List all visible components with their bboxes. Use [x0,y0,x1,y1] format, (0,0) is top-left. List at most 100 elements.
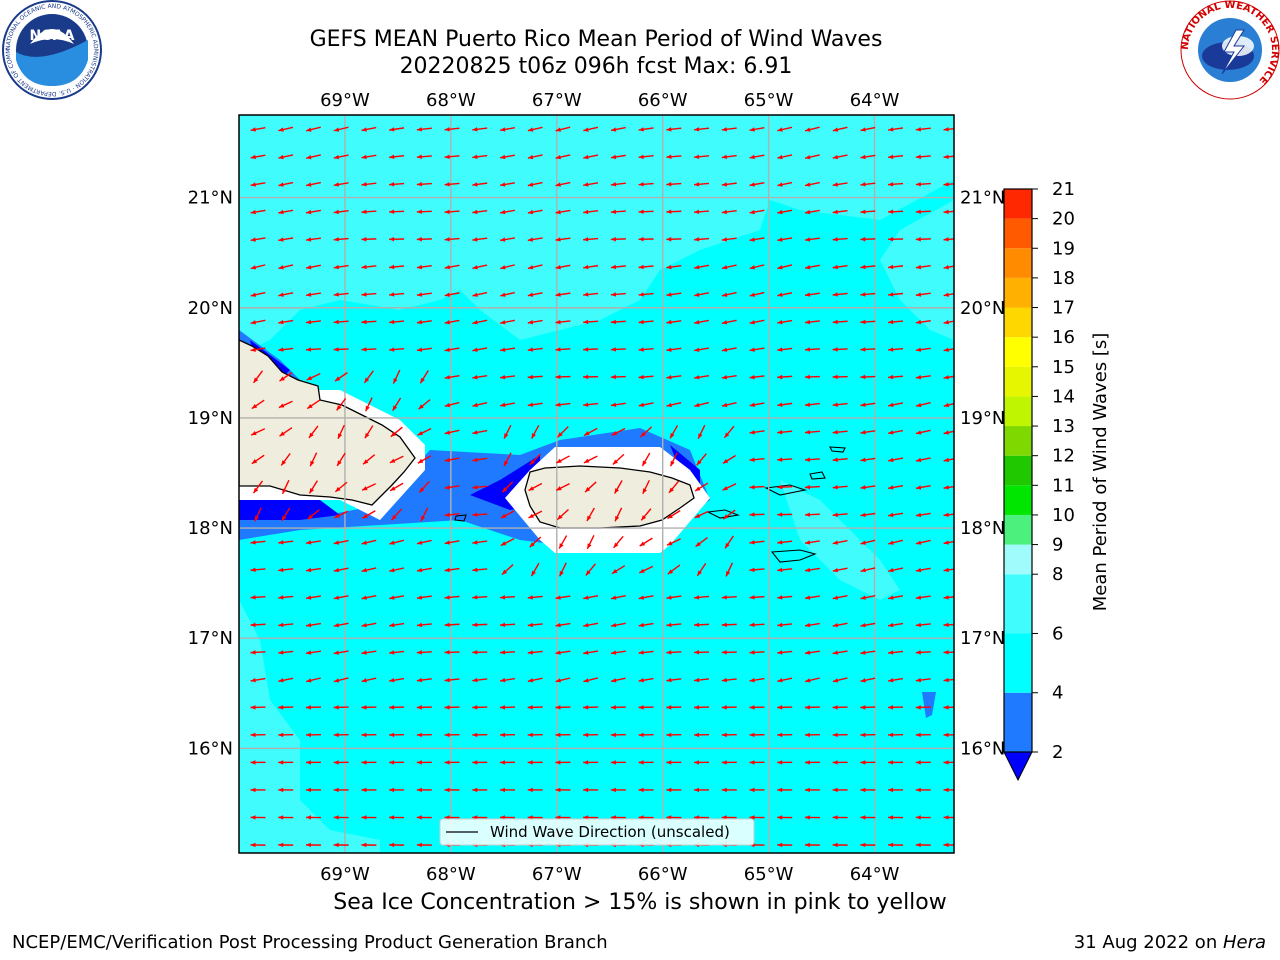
wind-wave-arrow [362,454,376,465]
arrow-head [250,209,256,215]
wind-wave-arrow [278,209,294,215]
wind-wave-arrow [416,539,432,545]
arrow-head [555,265,561,270]
arrow-head [777,815,783,820]
arrow-head [888,127,894,132]
arrow-head [724,432,730,438]
wind-wave-arrow [444,429,460,435]
arrow-head [666,760,672,765]
arrow-head [389,705,395,710]
arrow-head [610,650,617,655]
x-tick-label-top: 64°W [850,90,900,111]
arrow-head [472,705,478,710]
arrow-head [666,319,672,325]
wind-wave-arrow [250,264,266,270]
arrow-head [361,705,367,710]
arrow-head [444,787,450,793]
wind-wave-arrow [777,237,793,242]
wind-wave-arrow [749,650,765,655]
y-tick-label-right: 20°N [960,298,1005,319]
wind-wave-arrow [280,453,291,466]
wind-wave-arrow [361,732,377,738]
wind-wave-arrow [305,181,321,187]
legend-box [439,818,755,846]
wind-wave-arrow [499,622,516,628]
arrow-head [416,237,422,242]
arrow-head [694,622,700,628]
wind-wave-arrow [250,291,266,297]
arrow-head [361,347,367,352]
arrow-head [444,457,450,463]
wind-wave-arrow [583,760,599,765]
arrow-head [305,787,311,793]
wind-wave-arrow [832,402,848,407]
colorbar-segment [1004,396,1032,427]
wind-wave-arrow [749,595,765,600]
arrow-head [749,787,755,793]
arrow-head [389,127,395,132]
colorbar-tick-label: 15 [1052,357,1075,378]
colorbar-label: Mean Period of Wind Waves [s] [1090,333,1111,612]
arrow-head [361,595,367,600]
wind-wave-arrow [721,677,737,683]
wind-wave-arrow [499,705,515,710]
wind-wave-arrow [638,732,654,738]
wind-wave-arrow [749,622,765,628]
wind-wave-arrow [503,452,512,467]
arrow-head [555,292,561,297]
wind-wave-arrow [915,815,931,820]
wind-wave-arrow [472,567,488,573]
arrow-head [888,485,894,490]
arrow-head [888,347,894,352]
arrow-head [804,705,810,710]
arrow-head [860,457,866,462]
arrow-head [444,430,451,435]
arrow-head [333,127,340,132]
arrow-head [943,402,950,408]
arrow-head [721,650,727,655]
wind-wave-arrow [529,536,542,548]
arrow-head [804,292,811,297]
island-outline-4 [706,509,741,519]
arrow-head [666,182,672,187]
wind-wave-arrow [804,732,820,738]
wind-wave-arrow [501,481,514,493]
arrow-head [777,237,783,242]
arrow-head [666,374,672,380]
wind-wave-arrow [336,397,347,411]
arrow-head [306,650,312,655]
wind-wave-arrow [943,292,954,297]
arrow-head [306,209,312,215]
wind-wave-arrow [559,562,567,577]
arrow-head [804,484,811,490]
arrow-head [943,430,950,435]
arrow-head [725,542,730,549]
arrow-head [472,182,478,187]
arrow-head [389,209,395,214]
chart-subtitle: 20220825 t06z 096h fcst Max: 6.91 [399,54,793,79]
arrow-head [278,347,284,352]
arrow-head [251,459,258,464]
wind-wave-arrow [860,347,876,352]
wind-wave-arrow [472,732,488,738]
arrow-head [584,431,590,436]
wind-wave-arrow [278,347,294,352]
arrow-head [416,182,422,187]
wind-wave-arrow [610,347,626,352]
arrow-head [500,237,506,242]
arrow-head [749,154,755,160]
wind-wave-arrow [804,815,820,820]
wind-wave-arrow [444,705,460,710]
colorbar-segment [1004,307,1032,338]
wind-wave-arrow [610,319,626,325]
wind-wave-arrow [333,677,349,683]
arrow-head [666,677,672,683]
arrow-head [749,237,755,242]
arrow-head [472,650,478,655]
wind-wave-arrow [915,401,931,408]
wind-wave-arrow [583,732,599,738]
arrow-head [556,486,562,491]
arrow-head [610,347,616,352]
wind-wave-arrow [278,400,293,409]
wind-wave-arrow [610,787,626,793]
